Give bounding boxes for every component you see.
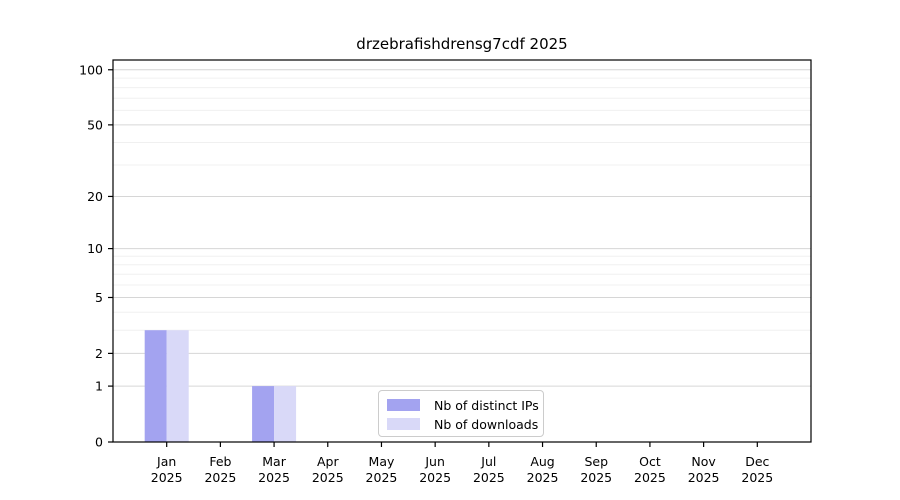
- x-tick-label-month: May: [369, 454, 395, 469]
- y-tick-label: 50: [87, 117, 103, 132]
- x-tick-label-month: Apr: [317, 454, 339, 469]
- x-tick-label-year: 2025: [204, 470, 236, 485]
- x-tick-label-month: Oct: [639, 454, 661, 469]
- bar-distinct-ips: [144, 330, 167, 442]
- x-tick-label-year: 2025: [366, 470, 398, 485]
- x-tick-label-year: 2025: [634, 470, 666, 485]
- x-tick-label-year: 2025: [580, 470, 612, 485]
- chart-title: drzebrafishdrensg7cdf 2025: [356, 35, 568, 53]
- legend-swatch-downloads: [387, 418, 420, 430]
- x-tick-label-month: Nov: [691, 454, 716, 469]
- y-tick-label: 100: [79, 62, 103, 77]
- y-tick-label: 5: [95, 290, 103, 305]
- legend-item-downloads: Nb of downloads: [387, 416, 539, 432]
- x-tick-label-month: Sep: [584, 454, 608, 469]
- bar-downloads: [274, 386, 297, 442]
- x-tick-label-year: 2025: [527, 470, 559, 485]
- bar-downloads: [166, 330, 189, 442]
- x-tick-label-month: Mar: [262, 454, 286, 469]
- x-tick-label-month: Jun: [424, 454, 445, 469]
- x-tick-label-year: 2025: [741, 470, 773, 485]
- x-tick-label-year: 2025: [258, 470, 290, 485]
- plot-border: [112, 59, 812, 443]
- x-tick-label-year: 2025: [312, 470, 344, 485]
- x-tick-label-month: Aug: [530, 454, 554, 469]
- x-tick-label-month: Jul: [480, 454, 496, 469]
- x-tick-label-month: Feb: [209, 454, 231, 469]
- y-tick-label: 20: [87, 189, 103, 204]
- legend-item-distinct-ips: Nb of distinct IPs: [387, 397, 539, 413]
- y-tick-label: 0: [95, 435, 103, 450]
- x-tick-label-month: Jan: [156, 454, 176, 469]
- y-tick-label: 2: [95, 346, 103, 361]
- x-tick-label-year: 2025: [419, 470, 451, 485]
- bar-distinct-ips: [252, 386, 275, 442]
- y-tick-label: 10: [87, 241, 103, 256]
- x-tick-label-year: 2025: [688, 470, 720, 485]
- legend-label-distinct-ips: Nb of distinct IPs: [434, 397, 539, 413]
- legend-label-downloads: Nb of downloads: [434, 416, 539, 432]
- y-tick-label: 1: [95, 379, 103, 394]
- legend-swatch-distinct-ips: [387, 399, 420, 411]
- x-tick-label-month: Dec: [745, 454, 769, 469]
- x-tick-label-year: 2025: [151, 470, 183, 485]
- legend: Nb of distinct IPs Nb of downloads: [378, 390, 544, 437]
- x-tick-label-year: 2025: [473, 470, 505, 485]
